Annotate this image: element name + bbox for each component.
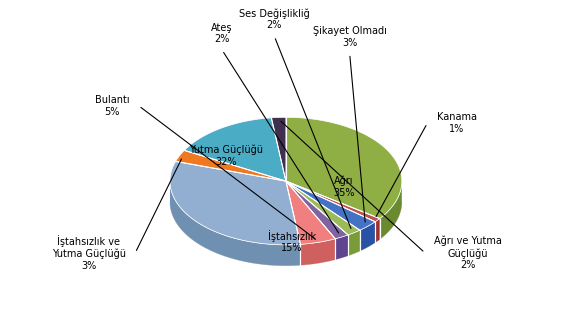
Polygon shape	[185, 118, 286, 181]
Polygon shape	[271, 117, 286, 181]
Text: Şikayet Olmadı
3%: Şikayet Olmadı 3%	[313, 26, 387, 48]
Polygon shape	[286, 181, 380, 222]
Polygon shape	[170, 162, 301, 245]
Polygon shape	[286, 181, 360, 235]
Polygon shape	[301, 239, 335, 265]
Polygon shape	[170, 183, 301, 266]
Text: İştahsızlık ve
Yutma Güçlüğü
3%: İştahsızlık ve Yutma Güçlüğü 3%	[52, 235, 126, 271]
Text: Ağrı
35%: Ağrı 35%	[333, 176, 355, 198]
Polygon shape	[286, 181, 375, 230]
Polygon shape	[175, 150, 286, 181]
Text: Ağrı ve Yutma
Güçlüğü
2%: Ağrı ve Yutma Güçlüğü 2%	[434, 236, 502, 270]
Polygon shape	[360, 222, 375, 251]
Text: Ateş
2%: Ateş 2%	[211, 23, 233, 44]
Text: Kanama
1%: Kanama 1%	[436, 112, 477, 134]
Text: Ses Değişlikliğ
2%: Ses Değişlikliğ 2%	[239, 8, 310, 30]
Polygon shape	[335, 235, 348, 260]
Text: Yutma Güçlüğü
32%: Yutma Güçlüğü 32%	[188, 144, 263, 167]
Polygon shape	[286, 181, 348, 239]
Polygon shape	[286, 117, 402, 219]
Polygon shape	[375, 219, 380, 243]
Polygon shape	[380, 183, 402, 239]
Polygon shape	[286, 181, 335, 244]
Polygon shape	[348, 230, 360, 256]
Text: Bulantı
5%: Bulantı 5%	[95, 95, 130, 117]
Text: İştahsızlık
15%: İştahsızlık 15%	[268, 230, 316, 253]
